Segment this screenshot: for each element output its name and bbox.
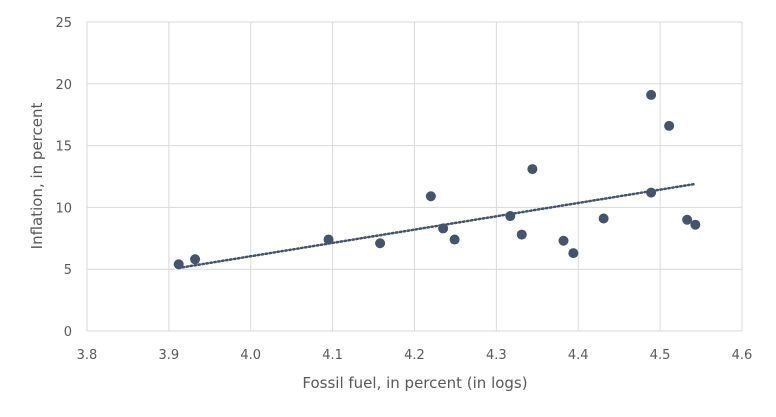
trendline <box>177 182 697 270</box>
data-point <box>516 229 527 240</box>
y-axis-title: Inflation, in percent <box>28 103 46 250</box>
data-point <box>375 238 386 249</box>
grid-lines <box>86 21 743 332</box>
y-tick-label: 20 <box>55 78 72 93</box>
data-point <box>646 89 657 100</box>
data-point <box>598 213 609 224</box>
x-tick-label: 4.0 <box>240 348 261 363</box>
data-point <box>323 234 334 245</box>
x-tick-label: 4.4 <box>568 348 589 363</box>
x-tick-label: 4.6 <box>732 348 753 363</box>
x-tick-label: 4.2 <box>404 348 425 363</box>
data-point <box>682 214 693 225</box>
y-tick-label: 5 <box>64 263 72 278</box>
x-tick-label: 4.1 <box>322 348 343 363</box>
y-tick-label: 10 <box>55 201 72 216</box>
data-point <box>690 219 701 230</box>
y-tick-label: 0 <box>64 325 72 340</box>
y-tick-label: 25 <box>55 16 72 31</box>
data-point <box>438 223 449 234</box>
x-tick-label: 3.9 <box>159 348 180 363</box>
trendline-group <box>177 182 697 270</box>
data-point <box>425 191 436 202</box>
x-tick-label: 4.5 <box>650 348 671 363</box>
x-tick-label: 4.3 <box>486 348 507 363</box>
x-axis-title: Fossil fuel, in percent (in logs) <box>302 374 527 392</box>
data-point <box>190 254 201 265</box>
x-tick-label: 3.8 <box>77 348 98 363</box>
data-points <box>173 89 701 270</box>
data-point <box>646 187 657 198</box>
data-point <box>568 248 579 259</box>
data-point <box>664 120 675 131</box>
data-point <box>173 259 184 270</box>
x-tick-labels: 3.8 3.9 4.0 4.1 4.2 4.3 4.4 4.5 4.6 <box>77 348 753 363</box>
data-point <box>558 235 569 246</box>
data-point <box>527 164 538 175</box>
y-tick-labels: 0 5 10 15 20 25 <box>55 16 72 340</box>
y-tick-label: 15 <box>55 140 72 155</box>
data-point <box>505 211 516 222</box>
data-point <box>449 234 460 245</box>
